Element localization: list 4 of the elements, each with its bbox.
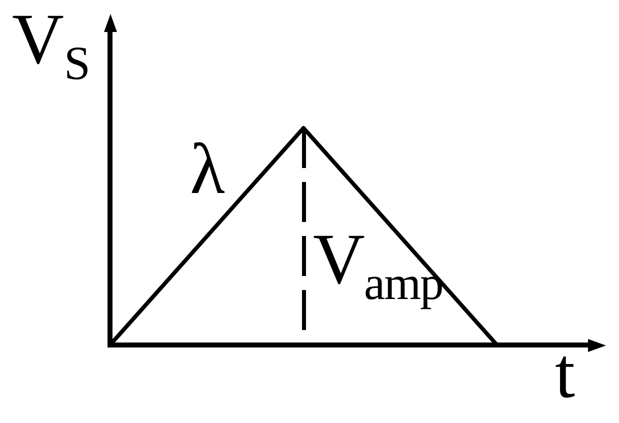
x-axis-title: t [555, 333, 576, 413]
y-axis-title: V$_{S}$ [12, 0, 90, 90]
annotation: V$_{amp}$ [313, 219, 443, 310]
annotation: λ [190, 129, 225, 209]
